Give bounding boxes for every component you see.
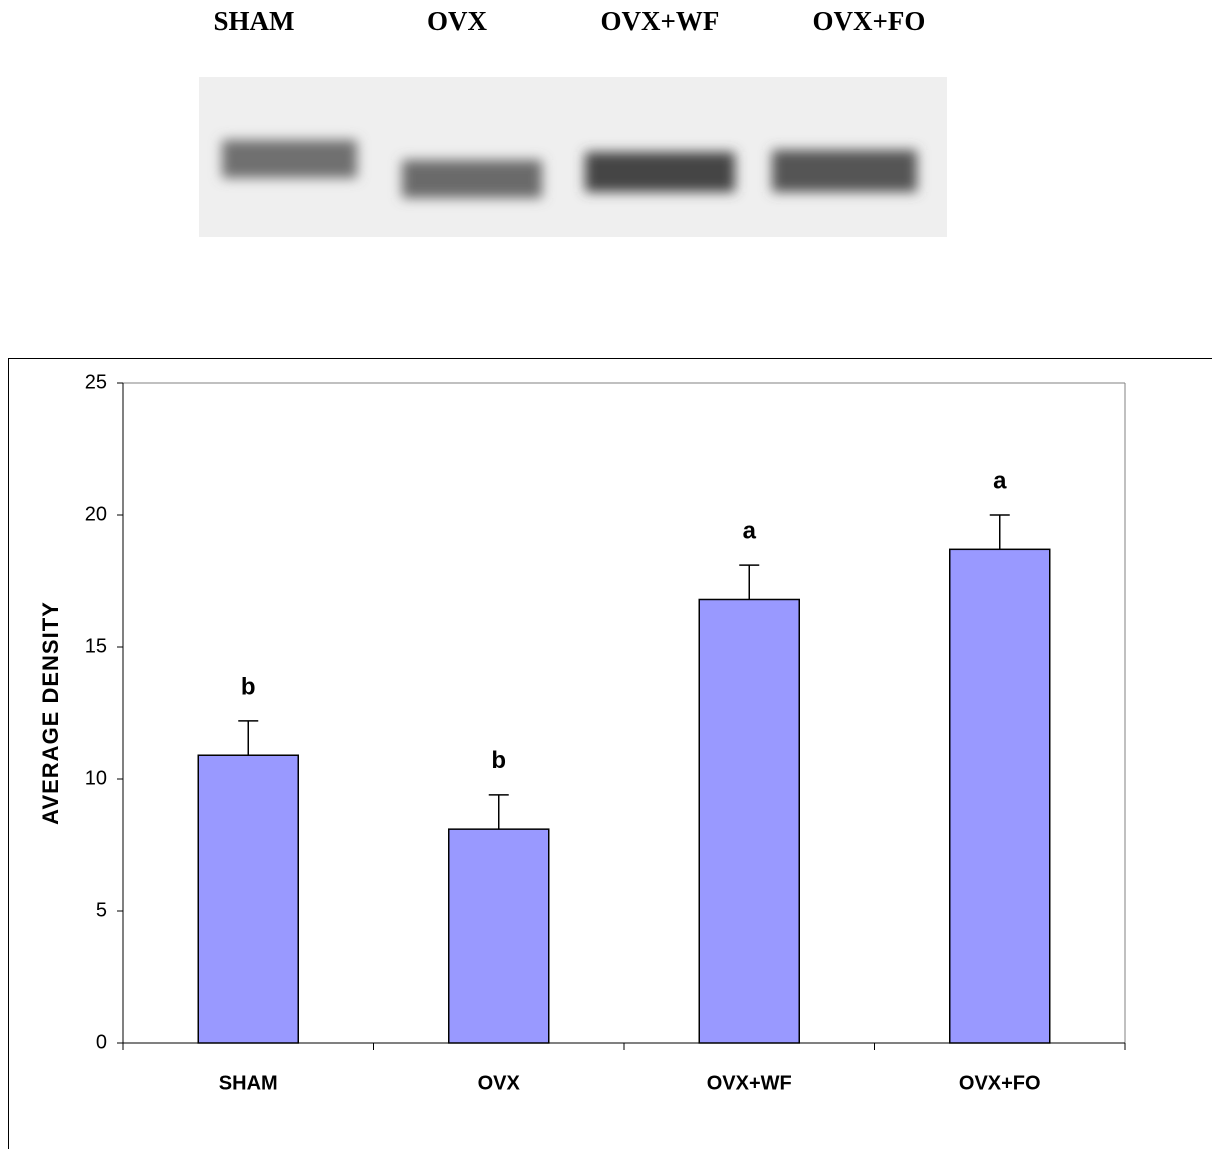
y-tick-label: 0 <box>96 1031 107 1053</box>
error-bar <box>739 565 759 599</box>
error-bar <box>990 515 1010 549</box>
x-tick-label: OVX+WF <box>707 1072 792 1094</box>
annotation: b <box>241 673 256 700</box>
y-tick-label: 25 <box>85 371 107 393</box>
blot-band <box>585 152 735 192</box>
y-tick-label: 5 <box>96 899 107 921</box>
lane-label: OVX+FO <box>813 6 926 36</box>
y-tick-label: 20 <box>85 503 107 525</box>
lane-label: SHAM <box>214 6 295 36</box>
x-tick-label: OVX <box>478 1072 521 1094</box>
annotation: a <box>993 467 1007 494</box>
figure: SHAM OVX OVX+WF OVX+FO AVERAGE DENSITY 0… <box>0 0 1212 1149</box>
y-tick-label: 10 <box>85 767 107 789</box>
bar <box>198 755 298 1043</box>
blot-band <box>222 140 357 178</box>
bar <box>449 829 549 1043</box>
bar <box>950 549 1050 1043</box>
error-bar <box>489 795 509 829</box>
x-tick-label: SHAM <box>219 1072 278 1094</box>
blot-image <box>199 77 947 237</box>
blot-band <box>402 160 542 198</box>
error-bar <box>238 721 258 755</box>
lane-label: OVX <box>427 6 488 36</box>
y-axis-label: AVERAGE DENSITY <box>38 601 63 825</box>
bar <box>699 599 799 1043</box>
y-tick-label: 15 <box>85 635 107 657</box>
x-tick-label: OVX+FO <box>959 1072 1041 1094</box>
chart: AVERAGE DENSITY 0 5 10 15 20 25 SHAM b OVX b OVX+W… <box>38 371 1125 1094</box>
page: SHAM OVX OVX+WF OVX+FO AVERAGE DENSITY 0… <box>0 0 1212 1149</box>
lane-label: OVX+WF <box>601 6 720 36</box>
blot-band <box>772 150 917 192</box>
blot-labels: SHAM OVX OVX+WF OVX+FO <box>214 6 926 36</box>
annotation: b <box>491 747 506 774</box>
annotation: a <box>743 518 757 545</box>
